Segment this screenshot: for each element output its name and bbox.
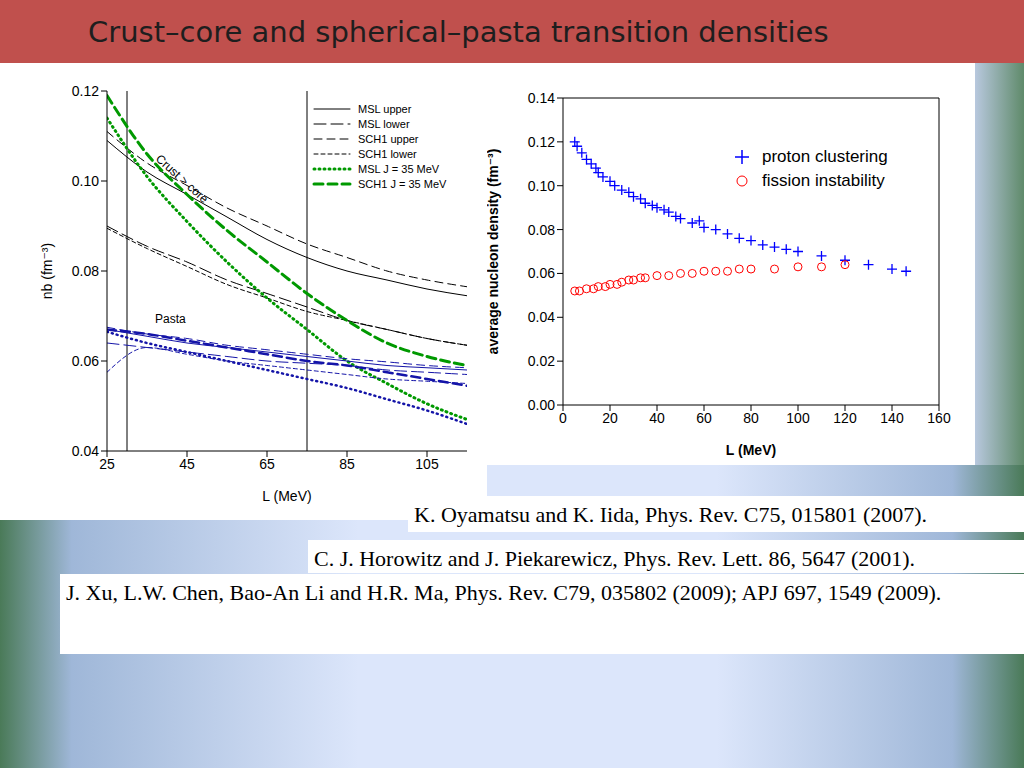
svg-text:0.02: 0.02 — [528, 353, 555, 369]
svg-text:140: 140 — [880, 410, 904, 426]
svg-text:0.04: 0.04 — [72, 443, 99, 459]
html-text:proton clustering: proton clustering — [762, 147, 888, 166]
svg-text:20: 20 — [602, 410, 618, 426]
svg-text:45: 45 — [179, 456, 195, 472]
html-text:SCH1 upper: SCH1 upper — [358, 132, 419, 145]
svg-text:0.10: 0.10 — [528, 178, 555, 194]
svg-text:25: 25 — [99, 456, 115, 472]
html-text:J. Xu, L.W. Chen, Bao-An Li an: J. Xu, L.W. Chen, Bao-An Li and H.R. Ma,… — [66, 580, 942, 605]
svg-text:0.12: 0.12 — [528, 134, 555, 150]
svg-text:85: 85 — [339, 456, 355, 472]
svg-text:105: 105 — [415, 456, 439, 472]
html-text:fission instability: fission instability — [762, 171, 885, 190]
html-text:MSL upper: MSL upper — [358, 102, 412, 115]
svg-text:0.14: 0.14 — [528, 90, 555, 106]
svg-text:0.08: 0.08 — [528, 222, 555, 238]
svg-text:0.00: 0.00 — [528, 397, 555, 413]
html-text:MSL J = 35 MeV: MSL J = 35 MeV — [358, 162, 440, 175]
svg-text:average nucleon density (fm⁻³): average nucleon density (fm⁻³) — [487, 149, 501, 355]
svg-text:0.12: 0.12 — [72, 83, 99, 99]
svg-text:0.10: 0.10 — [72, 173, 99, 189]
svg-text:0: 0 — [559, 410, 567, 426]
svg-text:160: 160 — [927, 410, 951, 426]
html-text:K. Oyamatsu and K. Iida, Phys.: K. Oyamatsu and K. Iida, Phys. Rev. C75,… — [414, 502, 928, 527]
svg-text:L (MeV): L (MeV) — [726, 442, 776, 458]
svg-text:nb (fm⁻³): nb (fm⁻³) — [39, 243, 55, 299]
svg-text:0.06: 0.06 — [528, 265, 555, 281]
svg-text:60: 60 — [696, 410, 712, 426]
svg-text:0.08: 0.08 — [72, 263, 99, 279]
svg-text:80: 80 — [743, 410, 759, 426]
html-text:SCH1 J = 35 MeV: SCH1 J = 35 MeV — [358, 177, 447, 190]
svg-text:120: 120 — [833, 410, 857, 426]
html-text:SCH1 lower: SCH1 lower — [358, 147, 417, 160]
svg-text:0.06: 0.06 — [72, 353, 99, 369]
svg-text:Pasta: Pasta — [155, 312, 186, 326]
svg-text:65: 65 — [259, 456, 275, 472]
html-text:C. J. Horowitz and J. Piekarew: C. J. Horowitz and J. Piekarewicz, Phys.… — [314, 546, 915, 571]
svg-text:0.04: 0.04 — [528, 309, 555, 325]
html-text:MSL lower: MSL lower — [358, 117, 410, 130]
html-text:Crust–core and spherical–pasta: Crust–core and spherical–pasta transitio… — [88, 14, 829, 49]
svg-text:Crust > core: Crust > core — [153, 152, 211, 207]
svg-text:L (MeV): L (MeV) — [262, 488, 311, 504]
svg-text:40: 40 — [649, 410, 665, 426]
svg-text:100: 100 — [786, 410, 810, 426]
